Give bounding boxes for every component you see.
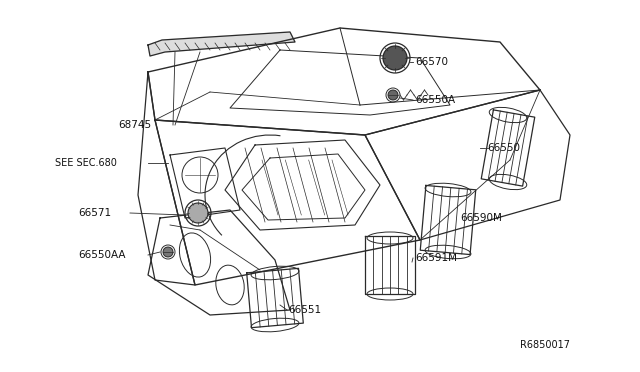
Text: 66590M: 66590M xyxy=(460,213,502,223)
Text: 66570: 66570 xyxy=(415,57,448,67)
Text: 66591M: 66591M xyxy=(415,253,457,263)
Text: 66571: 66571 xyxy=(78,208,111,218)
Text: 66550A: 66550A xyxy=(415,95,455,105)
Circle shape xyxy=(388,90,398,100)
Text: SEE SEC.680: SEE SEC.680 xyxy=(55,158,117,168)
Text: R6850017: R6850017 xyxy=(520,340,570,350)
Circle shape xyxy=(163,247,173,257)
Text: 66550: 66550 xyxy=(487,143,520,153)
Text: 66550AA: 66550AA xyxy=(78,250,125,260)
Text: 66551: 66551 xyxy=(288,305,321,315)
Polygon shape xyxy=(148,32,295,56)
Text: 68745: 68745 xyxy=(118,120,151,130)
Circle shape xyxy=(383,46,407,70)
Circle shape xyxy=(188,203,208,223)
